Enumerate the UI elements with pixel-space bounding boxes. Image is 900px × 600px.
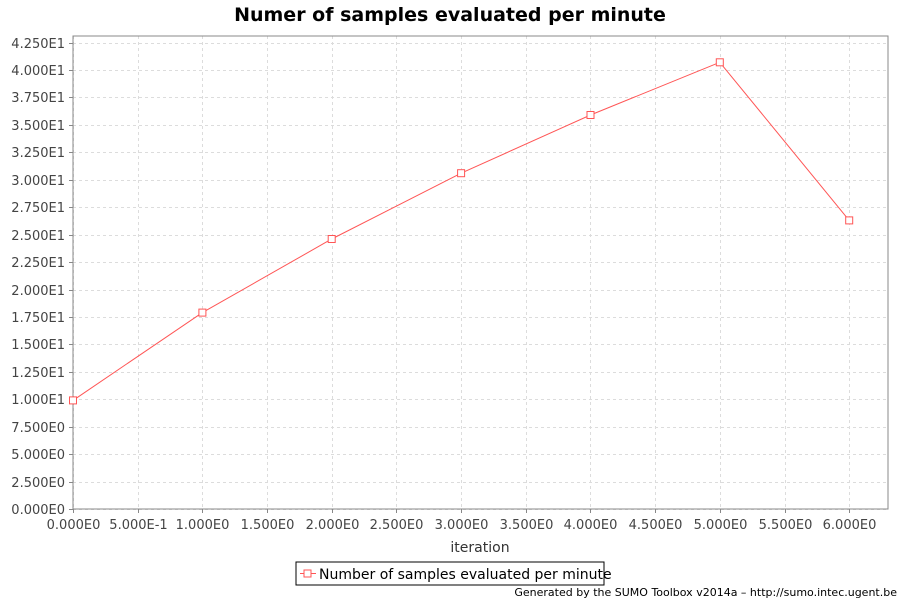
legend: Number of samples evaluated per minute bbox=[295, 561, 612, 586]
x-tick-label: 5.000E-1 bbox=[109, 518, 167, 533]
x-tick-label: 3.000E0 bbox=[435, 518, 489, 533]
y-tick-label: 2.500E1 bbox=[11, 229, 65, 244]
y-tick-label: 4.000E1 bbox=[11, 64, 65, 79]
y-tick-label: 1.250E1 bbox=[11, 366, 65, 381]
x-tick-label: 0.000E0 bbox=[47, 518, 101, 533]
x-tick-label: 4.000E0 bbox=[564, 518, 618, 533]
legend-label: Number of samples evaluated per minute bbox=[319, 567, 612, 583]
x-tick-label: 4.500E0 bbox=[629, 518, 683, 533]
data-point bbox=[198, 308, 207, 317]
legend-marker bbox=[303, 569, 312, 578]
y-tick-label: 7.500E0 bbox=[11, 421, 65, 436]
y-tick-label: 4.250E1 bbox=[11, 37, 65, 52]
x-tick-label: 1.000E0 bbox=[176, 518, 230, 533]
y-tick-label: 2.500E0 bbox=[11, 476, 65, 491]
y-tick-label: 5.000E0 bbox=[11, 448, 65, 463]
y-axis: 0.000E0 2.500E0 5.000E0 7.500E0 1.000E1 1.250… bbox=[11, 37, 73, 518]
data-point bbox=[845, 216, 854, 225]
x-tick-label: 2.500E0 bbox=[370, 518, 424, 533]
x-tick-label: 1.500E0 bbox=[241, 518, 295, 533]
x-tick-label: 5.000E0 bbox=[694, 518, 748, 533]
y-tick-label: 1.750E1 bbox=[11, 311, 65, 326]
plot-area bbox=[72, 35, 889, 510]
y-tick-label: 3.750E1 bbox=[11, 91, 65, 106]
y-tick-label: 3.500E1 bbox=[11, 119, 65, 134]
x-axis: 0.000E0 5.000E-1 1.000E0 1.500E0 2.000E0 2.50… bbox=[47, 509, 877, 533]
data-point bbox=[457, 169, 466, 178]
data-point bbox=[586, 111, 595, 119]
y-tick-label: 3.000E1 bbox=[11, 174, 65, 189]
series-group bbox=[69, 58, 854, 405]
y-tick-label: 2.250E1 bbox=[11, 256, 65, 271]
data-point bbox=[69, 396, 77, 405]
y-tick-label: 1.000E1 bbox=[11, 393, 65, 408]
y-tick-label: 0.000E0 bbox=[11, 503, 65, 518]
data-point bbox=[715, 58, 724, 67]
data-point bbox=[327, 235, 336, 243]
y-tick-label: 3.250E1 bbox=[11, 146, 65, 161]
y-tick-label: 1.500E1 bbox=[11, 338, 65, 353]
legend-box bbox=[295, 561, 605, 586]
footer-credit: Generated by the SUMO Toolbox v2014a – h… bbox=[514, 586, 897, 599]
chart-title: Numer of samples evaluated per minute bbox=[234, 4, 666, 26]
x-tick-label: 6.000E0 bbox=[823, 518, 877, 533]
y-tick-label: 2.750E1 bbox=[11, 201, 65, 216]
x-axis-label: iteration bbox=[450, 540, 509, 556]
x-tick-label: 3.500E0 bbox=[500, 518, 554, 533]
x-tick-label: 2.000E0 bbox=[306, 518, 360, 533]
x-tick-label: 5.500E0 bbox=[759, 518, 813, 533]
grid bbox=[73, 36, 888, 510]
y-tick-label: 2.000E1 bbox=[11, 284, 65, 299]
